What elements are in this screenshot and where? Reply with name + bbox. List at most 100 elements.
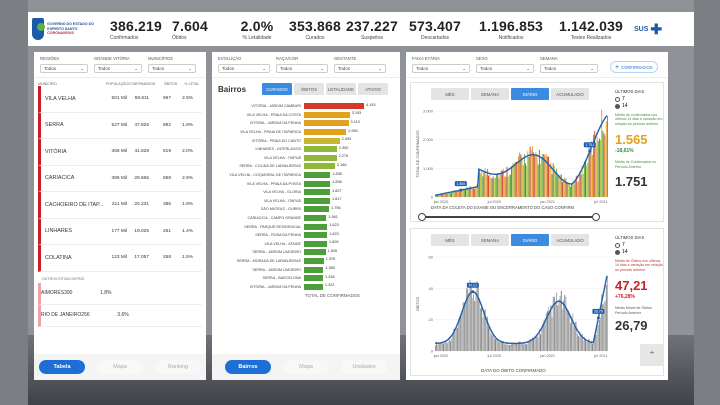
tab-semana[interactable]: SEMANA (471, 234, 509, 246)
series-bar (553, 166, 555, 197)
col-populacao[interactable]: POPULAÇÃO (106, 82, 129, 86)
bar-row[interactable]: SERRA - PARQUE RESIDENCIAL 1.623 (212, 222, 396, 231)
semana-dropdown[interactable]: Todos ⌄ (540, 64, 598, 73)
series-bar (521, 342, 523, 351)
scroll-up-button[interactable]: ⌃ (640, 344, 664, 366)
bar-row[interactable]: SERRA - BARCELONA 1.336 (212, 274, 396, 283)
tab-ativos[interactable]: ATIVOS (358, 83, 388, 95)
series-bar (446, 343, 448, 351)
cell-confirmados: 390 (64, 290, 73, 296)
bar-row[interactable]: SERRA - JARDIM LIMOEIRO 1.505 (212, 248, 396, 257)
tab-letalidade[interactable]: LETALIDADE (326, 83, 356, 95)
series-bar (492, 335, 494, 351)
col-confirmados[interactable]: CONFIRMADOS (128, 82, 156, 86)
tab-acumulado[interactable]: ACUMULADO (551, 234, 589, 246)
table-row[interactable]: VILA VELHA 501 Mil 68.611 967 2.5% (38, 86, 202, 113)
bar (304, 154, 337, 161)
cell-obitos: 967 (162, 96, 171, 102)
radio-14-days[interactable]: 14 (615, 249, 663, 255)
mapa-button[interactable]: Mapa (97, 360, 143, 374)
chart1-variation: -18,61% (615, 148, 634, 155)
radio-7-days[interactable]: 7 (615, 242, 663, 248)
bar-row[interactable]: VILA VELHA - PRAIA DA COSTA 3.193 (212, 111, 396, 120)
gestante-dropdown[interactable]: Todos ⌄ (334, 64, 386, 73)
bar (304, 146, 337, 153)
bar-row[interactable]: VILA VELHA - PRAIA DA PONTA 1.836 (212, 179, 396, 188)
bar-row[interactable]: CARIACICA - CAMPO GRANDE 1.561 (212, 214, 396, 223)
bar-row[interactable]: VILA VELHA - PRAIA DE ITAPARICA 2.950 (212, 128, 396, 137)
radio-14-days[interactable]: 14 (615, 103, 663, 109)
tab-semana[interactable]: SEMANA (471, 88, 509, 100)
series-bar (462, 188, 464, 197)
series-bar (538, 329, 540, 351)
bar-row[interactable]: SERRA - ROSA DA PENHA 1.623 (212, 231, 396, 240)
chart2-xlabel: DATA DO ÓBITO CONFIRMADO (481, 368, 546, 373)
bar-row[interactable]: VILA VELHA - GLÓRIA 1.827 (212, 188, 396, 197)
municipios-dropdown[interactable]: Todos ⌄ (148, 64, 196, 73)
series-bar (491, 335, 493, 351)
col-municipio[interactable]: MUNICÍPIO (38, 82, 57, 86)
grande-vitoria-dropdown[interactable]: Todos ⌄ (94, 64, 142, 73)
tab-mes[interactable]: MÊS (431, 88, 469, 100)
series-bar (533, 152, 535, 197)
bar-row[interactable]: VITÓRIA - PRAIA DO CANTO 2.493 (212, 136, 396, 145)
faixa-etaria-dropdown[interactable]: Todos ⌄ (412, 64, 470, 73)
unidades-button[interactable]: Unidades (341, 360, 387, 374)
bar-row[interactable]: VITÓRIA - JARDIM DA PENHA 3.113 (212, 119, 396, 128)
bar-track: 2.950 (304, 129, 396, 136)
bar (304, 172, 331, 179)
table-row[interactable]: CACHOEIRO DE ITAP... 211 Mil 20.231 386 1.9% (38, 192, 202, 219)
series-bar (565, 178, 567, 197)
mapa-button[interactable]: Mapa (283, 360, 329, 374)
table-row[interactable]: COLATINA 123 Mil 17.057 258 1.5% (38, 245, 202, 272)
table-row[interactable]: SERRA 527 Mil 47.826 892 1.9% (38, 112, 202, 139)
filter-label: RAÇA/COR (276, 56, 299, 61)
col-letal[interactable]: % LETAL (184, 82, 200, 86)
sexo-dropdown[interactable]: Todos ⌄ (476, 64, 534, 73)
bar-row[interactable]: VITÓRIA - JARDIM CAMBURI 4.193 (212, 102, 396, 111)
bar-row[interactable]: SERRA - COLINA DE LARANJEIRAS 2.166 (212, 162, 396, 171)
bar-value-label: 1.838 (332, 171, 342, 176)
chart1-range-slider[interactable] (418, 213, 600, 221)
slider-handle-left[interactable] (418, 213, 426, 221)
bar-value-label: 2.166 (336, 162, 347, 167)
table-row[interactable]: AIMORÉS 390 1.8% (38, 282, 202, 305)
series-bar (468, 293, 470, 351)
series-bar (473, 188, 474, 197)
kpi-value: 2.0% (240, 17, 274, 34)
slider-handle-right[interactable] (592, 213, 600, 221)
bar-row[interactable]: VILA VELHA - ITAPUÃ 1.817 (212, 197, 396, 206)
evolucao-dropdown[interactable]: Todos ⌄ (218, 64, 270, 73)
outros-header: OUTROS ESTADOS/PAÍS (42, 276, 85, 281)
bar-row[interactable]: LINHARES - INTERLAGOS 2.300 (212, 145, 396, 154)
bar-row[interactable]: SERRA - MORADA DE LARANJEIRAS 1.376 (212, 257, 396, 266)
tab-obitos[interactable]: ÓBITOS (294, 83, 324, 95)
col-obitos[interactable]: ÓBITOS (163, 82, 178, 86)
table-row[interactable]: RIO DE JANEIRO 256 3.6% (38, 304, 202, 327)
bar-row[interactable]: VITÓRIA - JARDIM DA PENHA 1.322 (212, 282, 396, 291)
add-confirmados-button[interactable]: + CONFIRMADOS (610, 61, 658, 73)
regioes-dropdown[interactable]: Todos ⌄ (40, 64, 88, 73)
tabela-button[interactable]: Tabela (39, 360, 85, 374)
table-row[interactable]: VITÓRIA 366 Mil 41.828 819 2.0% (38, 139, 202, 166)
bairros-button[interactable]: Bairros (225, 360, 271, 374)
radio-7-days[interactable]: 7 (615, 96, 663, 102)
chart2-side-panel: ÚLTIMOS DIAS 7 14 Média de Óbitos nos úl… (615, 235, 663, 333)
radio-label: 7 (622, 242, 625, 248)
tab-curados[interactable]: CURADOS (262, 83, 292, 95)
ranking-button[interactable]: Ranking (155, 360, 201, 374)
bar-row[interactable]: SÃO MATEUS - GURIRI 1.756 (212, 205, 396, 214)
series-bar (557, 305, 559, 351)
raca-dropdown[interactable]: Todos ⌄ (276, 64, 328, 73)
tab-mes[interactable]: MÊS (431, 234, 469, 246)
table-row[interactable]: CARIACICA 386 Mil 29.665 868 2.9% (38, 165, 202, 192)
series-bar (520, 341, 522, 351)
tab-acumulado[interactable]: ACUMULADO (551, 88, 589, 100)
bar-row[interactable]: VILA VELHA - ITAPUÃ 2.276 (212, 154, 396, 163)
bar-row[interactable]: VILA VELHA - COQUEIRAL DE ITAPARICA 1.838 (212, 171, 396, 180)
table-row[interactable]: LINHARES 177 Mil 19.025 261 1.4% (38, 218, 202, 245)
bar-row[interactable]: SERRA - JARDIM LIMOEIRO 1.360 (212, 265, 396, 274)
tab-diario[interactable]: DIÁRIO (511, 234, 549, 246)
tab-diario[interactable]: DIÁRIO (511, 88, 549, 100)
bar-row[interactable]: VILA VELHA - ATAIDE 1.605 (212, 240, 396, 249)
